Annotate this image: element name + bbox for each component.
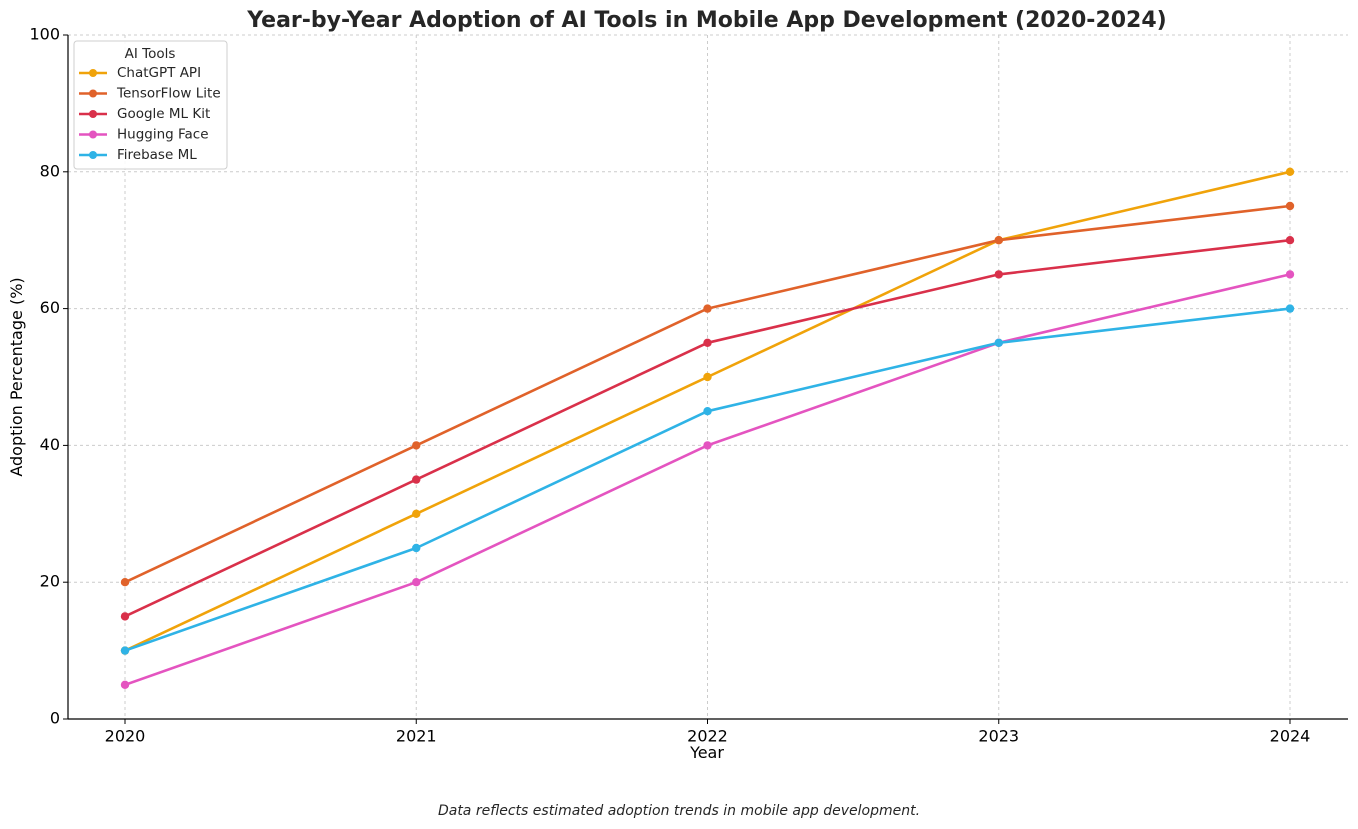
y-ticks: 0 20 40 60 80 100: [29, 25, 68, 728]
x-tick-label: 2021: [396, 727, 437, 746]
legend-label: Hugging Face: [117, 127, 209, 143]
data-point: [412, 475, 421, 484]
data-point: [994, 236, 1003, 245]
y-tick-label: 20: [40, 572, 60, 591]
data-point: [703, 372, 712, 382]
legend-label: TensorFlow Lite: [116, 86, 221, 102]
caption: Data reflects estimated adoption trends …: [438, 803, 920, 819]
y-tick-label: 40: [40, 435, 60, 454]
data-point: [1285, 167, 1295, 176]
y-tick-label: 0: [50, 709, 60, 728]
chart-title: Year-by-Year Adoption of AI Tools in Mob…: [246, 8, 1166, 33]
x-axis-label: Year: [689, 743, 724, 762]
x-tick-label: 2022: [687, 727, 728, 746]
series-firebase-ml: [120, 304, 1295, 655]
data-point: [1285, 236, 1295, 245]
series-line: [123, 204, 1292, 584]
data-point: [120, 612, 130, 621]
data-point: [703, 441, 712, 450]
data-point: [120, 646, 130, 655]
series-google-ml-kit: [120, 236, 1295, 621]
legend-item: Hugging Face: [79, 127, 209, 143]
legend-item: TensorFlow Lite: [79, 86, 221, 102]
y-tick-label: 60: [40, 298, 60, 317]
legend-label: Firebase ML: [117, 147, 197, 163]
data-point: [1285, 270, 1295, 279]
data-point: [994, 338, 1003, 347]
data-point: [412, 578, 421, 587]
x-tick-label: 2023: [978, 727, 1019, 746]
legend-box: [73, 40, 228, 170]
legend: AI Tools ChatGPT API TensorFlow Lite Googl…: [73, 40, 228, 170]
legend-swatch-marker: [89, 130, 97, 139]
x-ticks: 2020 2021 2022 2023 2024: [105, 719, 1311, 746]
series-tensorflow-lite: [120, 201, 1295, 587]
series-lines: [120, 167, 1295, 689]
x-tick-label: 2024: [1270, 727, 1311, 746]
legend-swatch-marker: [89, 89, 97, 98]
data-point: [1285, 201, 1295, 211]
x-tick-label: 2020: [105, 727, 146, 746]
legend-swatch-marker: [89, 151, 97, 159]
data-point: [703, 338, 712, 347]
data-point: [412, 441, 421, 450]
legend-item: Google ML Kit: [79, 106, 210, 122]
legend-swatch-marker: [89, 110, 97, 118]
data-point: [412, 543, 421, 553]
legend-label: Google ML Kit: [117, 106, 210, 122]
data-point: [994, 270, 1003, 279]
y-tick-label: 80: [40, 161, 60, 180]
data-point: [703, 304, 712, 313]
legend-title: AI Tools: [125, 46, 176, 62]
y-axis-label: Adoption Percentage (%): [7, 277, 26, 476]
data-point: [120, 578, 130, 587]
legend-label: ChatGPT API: [117, 65, 201, 81]
legend-item: ChatGPT API: [79, 65, 201, 81]
data-point: [1285, 304, 1295, 313]
series-hugging-face: [120, 270, 1295, 689]
y-tick-label: 100: [29, 25, 60, 44]
data-point: [120, 680, 130, 689]
legend-item: Firebase ML: [79, 147, 197, 163]
data-point: [412, 509, 421, 518]
legend-swatch-marker: [89, 69, 97, 77]
data-point: [703, 407, 712, 416]
